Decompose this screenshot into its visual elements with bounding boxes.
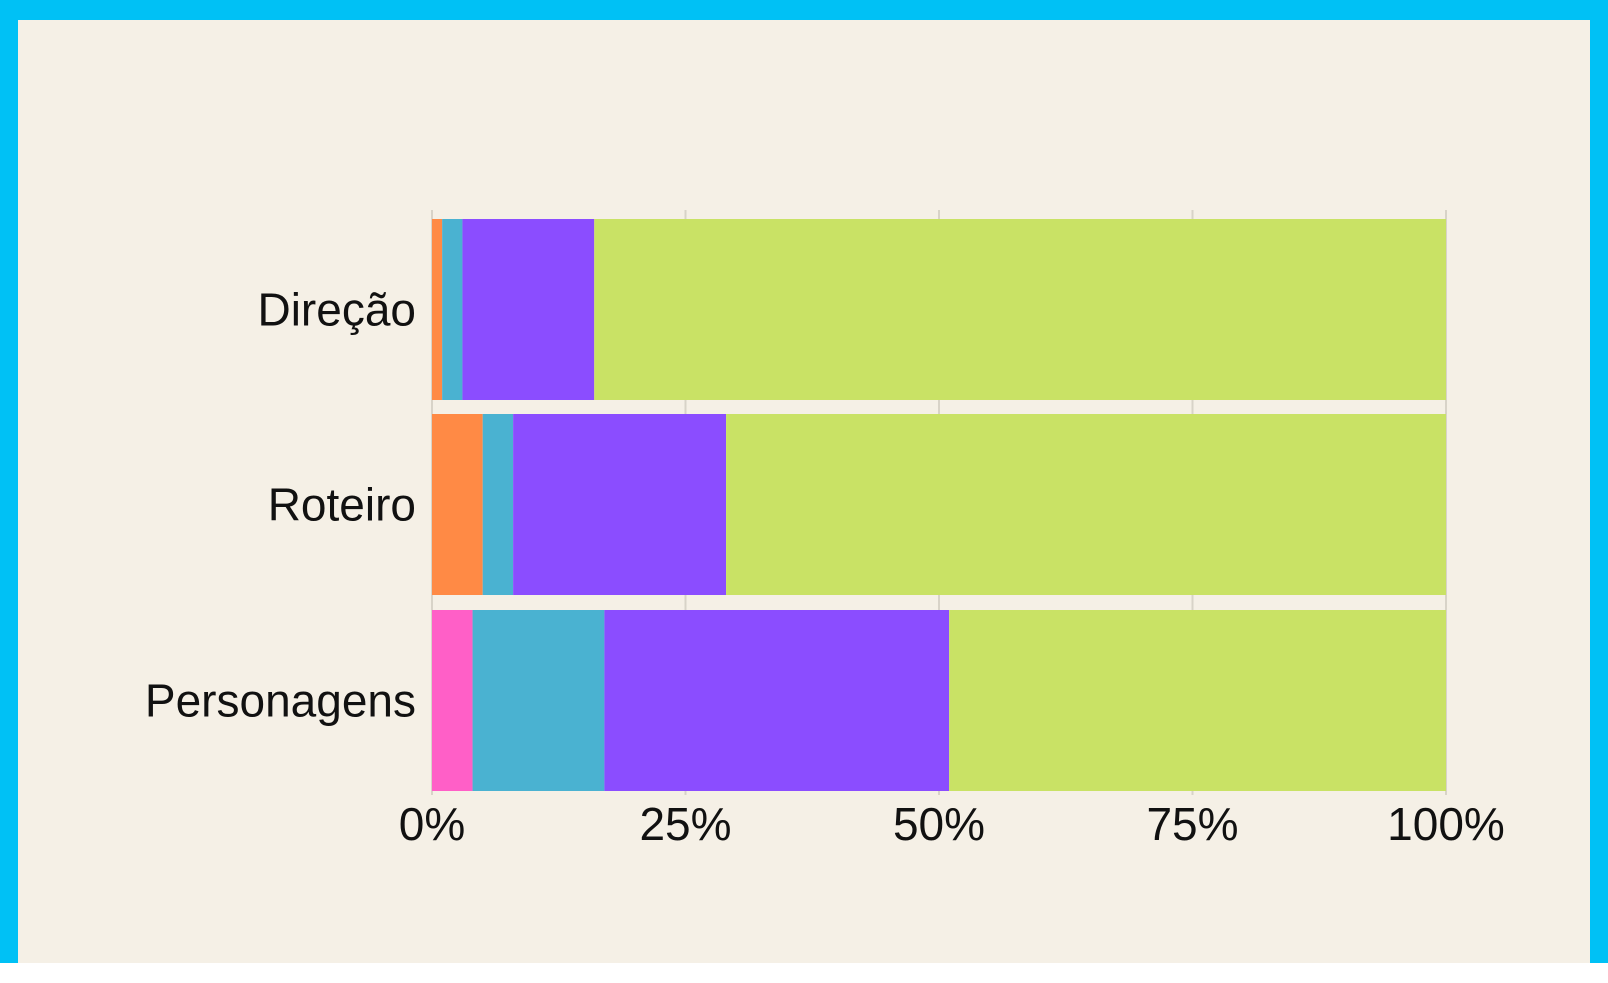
category-labels: Direção Roteiro Personagens bbox=[145, 284, 416, 727]
x-tick-label-3: 75% bbox=[1146, 798, 1238, 850]
x-tick-label-4: 100% bbox=[1387, 798, 1505, 850]
bar-segment-2-3 bbox=[604, 610, 950, 791]
bar-segment-0-4 bbox=[594, 219, 1446, 400]
category-label-1: Roteiro bbox=[268, 479, 416, 531]
bar-segment-1-2 bbox=[482, 414, 514, 595]
bar-segment-2-4 bbox=[949, 610, 1446, 791]
bars bbox=[432, 219, 1446, 791]
bar-segment-0-3 bbox=[462, 219, 595, 400]
bar-segment-2-2 bbox=[472, 610, 605, 791]
stacked-bar-chart: Direção Roteiro Personagens 0% 25% 50% 75% 100… bbox=[145, 210, 1505, 850]
bar-segment-1-4 bbox=[726, 414, 1446, 595]
x-tick-label-0: 0% bbox=[399, 798, 465, 850]
x-axis-ticks: 0% 25% 50% 75% 100% bbox=[399, 798, 1505, 850]
category-label-0: Direção bbox=[257, 284, 416, 336]
bar-segment-1-1 bbox=[432, 414, 483, 595]
bar-segment-1-3 bbox=[513, 414, 727, 595]
chart-frame: Direção Roteiro Personagens 0% 25% 50% 75% 100… bbox=[0, 0, 1608, 963]
x-tick-label-2: 50% bbox=[893, 798, 985, 850]
category-label-2: Personagens bbox=[145, 675, 416, 727]
x-tick-label-1: 25% bbox=[639, 798, 731, 850]
bar-segment-2-0 bbox=[432, 610, 473, 791]
bar-segment-0-1 bbox=[432, 219, 443, 400]
bar-segment-0-2 bbox=[442, 219, 463, 400]
